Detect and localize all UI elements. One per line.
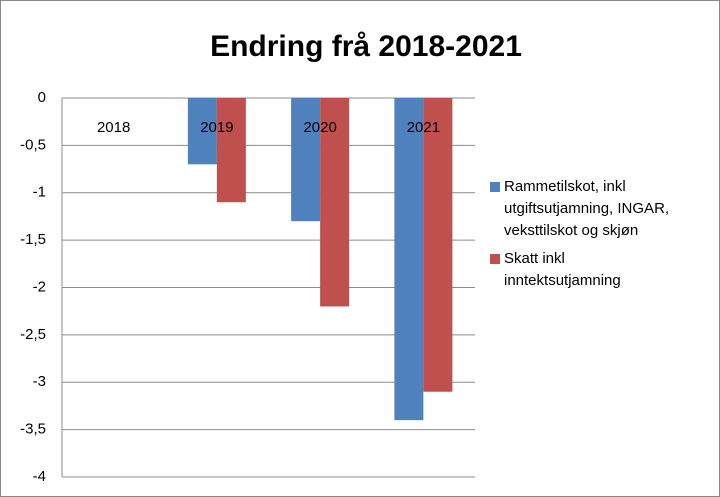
y-tick-label: -3,5 [20,421,46,438]
x-tick-label: 2019 [200,119,233,136]
bar [320,98,350,307]
x-tick-label: 2018 [97,119,130,136]
y-tick-label: 0 [38,89,46,106]
x-tick-label: 2020 [303,119,336,136]
legend-label: Skatt inkl inntektsutjamning [504,250,621,289]
legend-item: Skatt inkl inntektsutjamning [490,248,715,292]
bar [291,98,321,222]
y-tick-label: -0,5 [20,136,46,153]
bar [187,98,217,165]
chart-title: Endring frå 2018-2021 [210,30,522,63]
legend-item: Rammetilskot, inkl utgiftsutjamning, ING… [490,176,715,242]
y-tick-label: -2 [33,278,46,295]
y-tick-label: -3 [33,373,46,390]
y-tick-label: -1 [33,184,46,201]
x-tick-label: 2021 [407,119,440,136]
legend-swatch [490,254,500,264]
bar [423,98,453,392]
legend-swatch [490,182,500,192]
y-tick-label: -1,5 [20,231,46,248]
legend: Rammetilskot, inkl utgiftsutjamning, ING… [490,176,715,298]
y-tick-label: -4 [33,468,46,485]
bar [216,98,246,203]
y-tick-label: -2,5 [20,326,46,343]
bar [394,98,424,421]
legend-label: Rammetilskot, inkl utgiftsutjamning, ING… [504,178,670,239]
